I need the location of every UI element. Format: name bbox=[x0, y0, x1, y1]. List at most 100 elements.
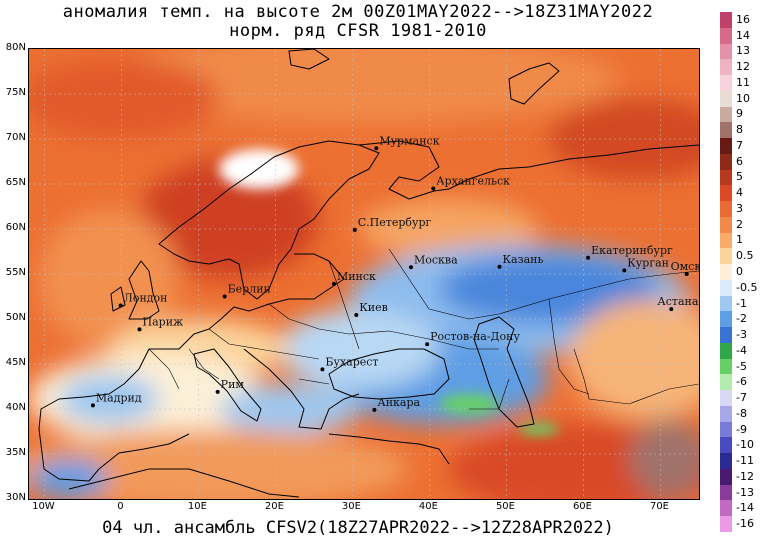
legend-swatch bbox=[720, 264, 732, 281]
city-label: Астана bbox=[657, 295, 698, 308]
legend-label: -11 bbox=[736, 454, 754, 468]
city-dot bbox=[684, 272, 689, 276]
city-dot bbox=[331, 281, 336, 286]
legend-swatch bbox=[720, 390, 732, 407]
legend-label: -2 bbox=[736, 312, 747, 326]
city-label: Екатеринбург bbox=[591, 244, 673, 257]
city-dot bbox=[137, 327, 142, 332]
city-dot bbox=[586, 255, 591, 260]
lon-label: 20E bbox=[264, 501, 284, 512]
legend-label: -5 bbox=[736, 359, 747, 373]
lon-label: 10E bbox=[187, 501, 207, 512]
legend-swatch bbox=[720, 327, 732, 344]
lat-label: 65N bbox=[5, 177, 26, 188]
city-dot bbox=[320, 367, 325, 372]
city-dot bbox=[215, 389, 220, 394]
legend-swatch bbox=[720, 468, 732, 486]
legend-swatch bbox=[720, 59, 732, 76]
city-dot bbox=[408, 265, 413, 270]
legend-label: 6 bbox=[736, 154, 743, 168]
city-dot bbox=[431, 186, 436, 191]
legend-swatch bbox=[720, 421, 732, 438]
legend-label: -3 bbox=[736, 328, 747, 342]
legend-swatch bbox=[720, 374, 732, 391]
lat-label: 45N bbox=[5, 357, 26, 368]
legend-label: -8 bbox=[736, 406, 747, 420]
city-dot bbox=[622, 268, 627, 273]
city-label: Киев bbox=[359, 301, 388, 314]
legend-swatch bbox=[720, 311, 732, 328]
legend-label: 2 bbox=[736, 217, 743, 231]
anomaly-field bbox=[29, 49, 699, 499]
lat-label: 70N bbox=[5, 132, 26, 143]
legend-label: 0.5 bbox=[736, 249, 754, 263]
legend-swatch bbox=[720, 342, 732, 360]
city-label: Анкара bbox=[377, 396, 420, 409]
legend-swatch bbox=[720, 106, 732, 123]
city-label: Москва bbox=[414, 253, 458, 266]
legend-swatch bbox=[720, 295, 732, 312]
legend-label: -13 bbox=[736, 485, 754, 499]
lon-label: 60E bbox=[572, 501, 592, 512]
city-dot bbox=[425, 342, 430, 347]
legend-label: 9 bbox=[736, 107, 743, 121]
city-dot bbox=[222, 294, 227, 299]
city-label: Омск bbox=[671, 260, 699, 273]
city-label: Лондон bbox=[124, 292, 168, 305]
legend-label: 8 bbox=[736, 123, 743, 137]
lon-label: 50E bbox=[495, 501, 515, 512]
legend-label: -6 bbox=[736, 375, 747, 389]
borders bbox=[148, 248, 699, 410]
lat-label: 30N bbox=[5, 492, 26, 503]
legend-swatch bbox=[720, 201, 732, 218]
legend-label: -14 bbox=[736, 501, 754, 515]
legend-swatch bbox=[720, 248, 732, 265]
city-label: Берлин bbox=[228, 283, 271, 296]
city-dot bbox=[372, 407, 377, 412]
lon-label: 70E bbox=[649, 501, 670, 512]
legend-label: 16 bbox=[736, 12, 750, 26]
legend-swatch bbox=[720, 484, 732, 501]
lon-label: 40E bbox=[418, 501, 438, 512]
legend-label: 1 bbox=[736, 233, 743, 247]
lon-label: 30E bbox=[341, 501, 361, 512]
city-markers: Мурманск Архангельск С.Петербург Москва Каза… bbox=[90, 134, 699, 412]
lon-label: 0 bbox=[117, 501, 124, 512]
city-label: Курган bbox=[627, 256, 669, 269]
city-dot bbox=[374, 146, 379, 151]
map-subtitle: норм. ряд CFSR 1981-2010 bbox=[229, 21, 487, 41]
lat-label: 60N bbox=[5, 222, 26, 233]
city-label: Рим bbox=[221, 378, 245, 391]
anomaly-map: Мурманск Архангельск С.Петербург Москва Каза… bbox=[28, 48, 700, 500]
city-label: Архангельск bbox=[436, 175, 510, 188]
lon-label: 10W bbox=[32, 501, 55, 512]
city-label: С.Петербург bbox=[358, 216, 432, 229]
legend-label: 12 bbox=[736, 60, 750, 74]
lat-label: 75N bbox=[5, 87, 26, 98]
city-label: Минск bbox=[337, 270, 376, 283]
legend-swatch bbox=[720, 138, 732, 155]
legend-label: 5 bbox=[736, 170, 743, 184]
color-legend: 16 14 13 12 11 10 9 8 7 6 5 4 3 2 1 0.5 0 -0.5 -1 -2 -3 -4 -5-… bbox=[718, 12, 770, 533]
legend-label: 13 bbox=[736, 44, 750, 58]
legend-label: -12 bbox=[736, 469, 754, 483]
legend-swatch bbox=[720, 437, 732, 454]
legend-swatch bbox=[720, 232, 732, 249]
legend-label: -16 bbox=[736, 517, 754, 531]
legend-swatch bbox=[720, 153, 732, 171]
legend-label: -4 bbox=[736, 343, 747, 357]
legend-swatch bbox=[720, 405, 732, 423]
graticule bbox=[29, 49, 699, 499]
lat-label: 80N bbox=[5, 42, 26, 53]
legend-label: 3 bbox=[736, 201, 743, 215]
legend-label: -1 bbox=[736, 296, 747, 310]
legend-swatch bbox=[720, 27, 732, 44]
city-dot bbox=[354, 312, 359, 317]
city-dot bbox=[118, 303, 123, 308]
city-label: Мадрид bbox=[96, 391, 142, 404]
coastlines bbox=[38, 49, 699, 498]
legend-label: -7 bbox=[736, 391, 747, 405]
legend-label: -9 bbox=[736, 422, 747, 436]
legend-swatch bbox=[720, 216, 732, 234]
legend-swatch bbox=[720, 122, 732, 139]
